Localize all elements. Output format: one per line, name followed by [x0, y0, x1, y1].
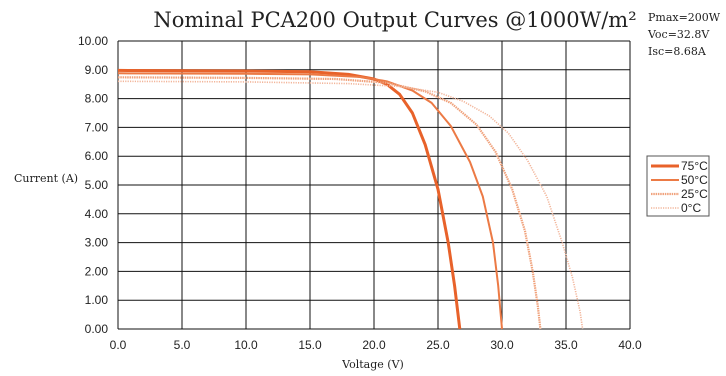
- y-tick-label: 6.00: [85, 149, 109, 163]
- legend: 75°C50°C25°C0°C: [646, 155, 710, 217]
- x-tick-label: 5.0: [174, 338, 191, 352]
- specs-block: Pmax=200W Voc=32.8V Isc=8.68A: [647, 11, 721, 58]
- legend-label-3: 0°C: [681, 201, 701, 215]
- y-tick-label: 10.00: [78, 34, 108, 48]
- y-tick-label: 9.00: [85, 63, 109, 77]
- x-tick-labels: 0.0 5.0 10.0 15.0 20.0 25.0 30.0 35.0 40.0: [110, 338, 642, 352]
- y-tick-label: 7.00: [85, 120, 109, 134]
- x-tick-label: 15.0: [298, 338, 322, 352]
- legend-label-0: 75°C: [681, 159, 708, 173]
- series-line-3: [117, 80, 584, 330]
- legend-label-1: 50°C: [681, 173, 708, 187]
- y-tick-label: 4.00: [85, 207, 109, 221]
- y-tick-labels: 0.00 1.00 2.00 3.00 4.00 5.00 6.00 7.00 8.00 9.00…: [78, 34, 108, 336]
- y-tick-label: 8.00: [85, 92, 109, 106]
- series-lines: [117, 68, 584, 330]
- x-tick-label: 40.0: [618, 338, 642, 352]
- spec-pmax: Pmax=200W: [648, 11, 721, 24]
- legend-label-2: 25°C: [681, 187, 708, 201]
- x-tick-label: 35.0: [554, 338, 578, 352]
- series-line-1: [117, 72, 503, 330]
- y-tick-label: 5.00: [85, 178, 109, 192]
- spec-voc: Voc=32.8V: [647, 28, 710, 41]
- y-tick-label: 3.00: [85, 236, 109, 250]
- series-line-0: [117, 68, 462, 330]
- y-tick-label: 2.00: [85, 264, 109, 278]
- y-tick-label: 1.00: [85, 293, 109, 307]
- grid: [117, 40, 631, 330]
- x-tick-label: 20.0: [362, 338, 386, 352]
- chart-title: Nominal PCA200 Output Curves @1000W/m²: [153, 8, 636, 32]
- y-axis-label: Current (A): [14, 172, 78, 185]
- x-tick-label: 10.0: [234, 338, 258, 352]
- x-tick-label: 0.0: [110, 338, 127, 352]
- series-line-2: [117, 76, 542, 330]
- x-tick-label: 25.0: [426, 338, 450, 352]
- spec-isc: Isc=8.68A: [648, 45, 707, 58]
- y-tick-label: 0.00: [85, 322, 109, 336]
- x-axis-label: Voltage (V): [341, 358, 404, 371]
- x-tick-label: 30.0: [490, 338, 514, 352]
